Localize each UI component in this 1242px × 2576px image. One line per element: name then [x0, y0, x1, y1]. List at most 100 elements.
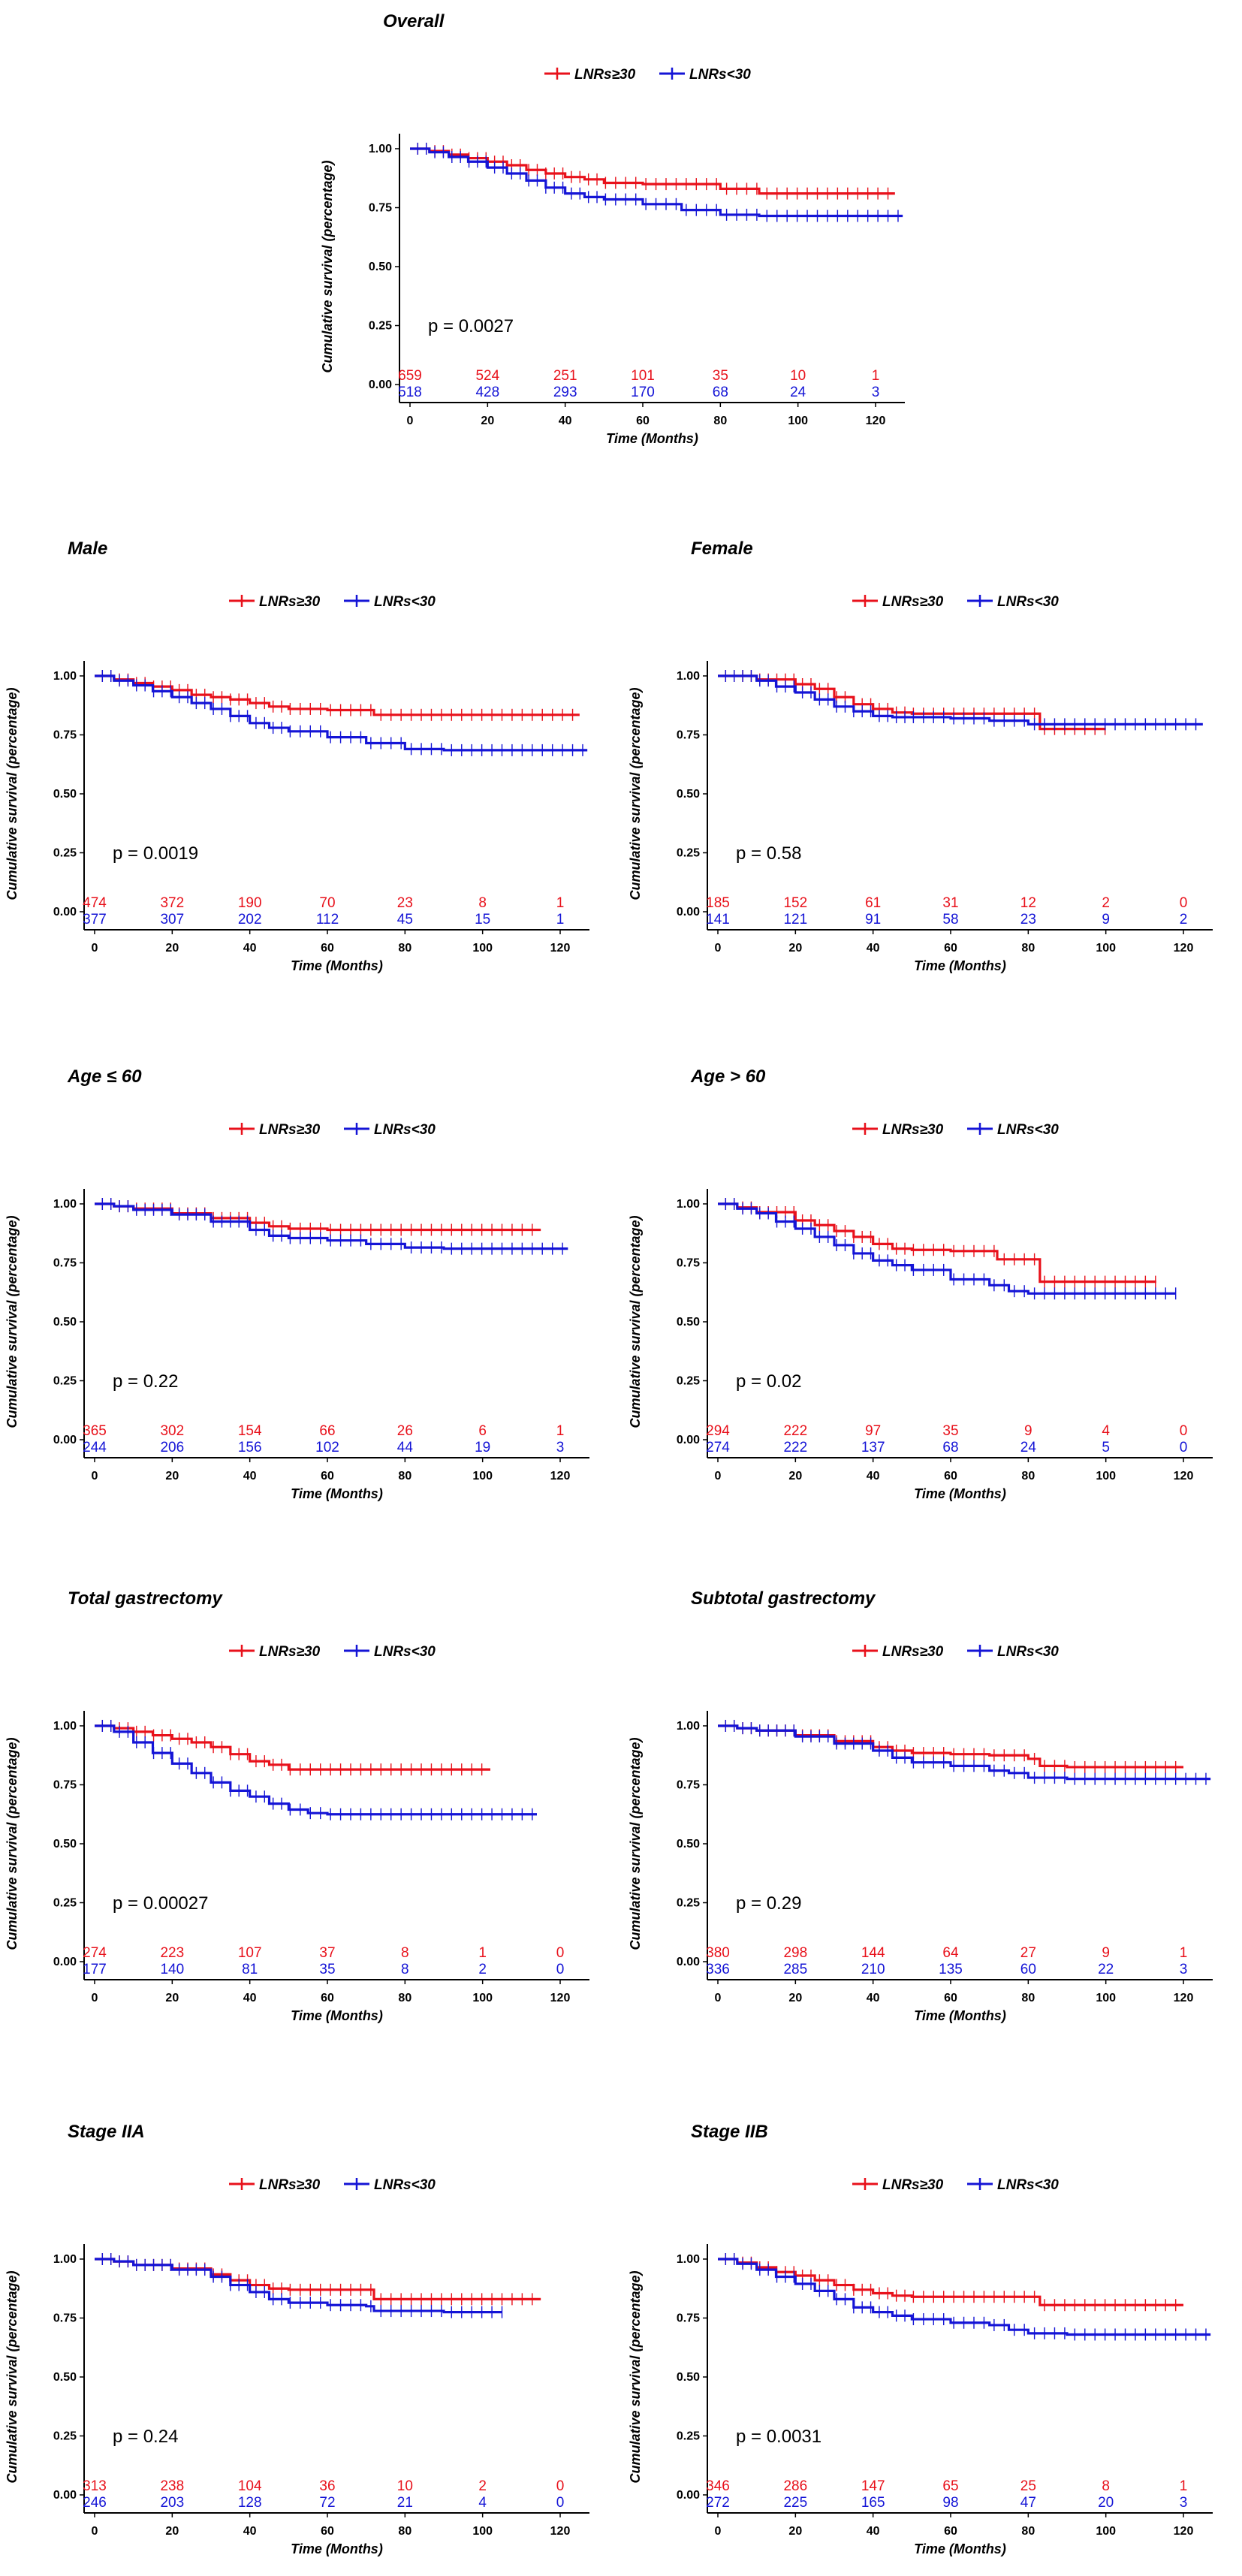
y-axis-label: Cumulative survival (percentage) — [5, 1737, 20, 1950]
x-tick-label: 100 — [472, 2525, 493, 2538]
y-tick-label: 0.00 — [53, 906, 77, 918]
survival-curve-high — [718, 1724, 1183, 1769]
y-tick-label: 1.00 — [53, 1198, 77, 1211]
x-tick-label: 80 — [398, 2525, 411, 2538]
at-risk-low: 3 — [1180, 1962, 1188, 1977]
survival-curve-low — [718, 674, 1203, 725]
at-risk-low: 206 — [160, 1440, 184, 1455]
at-risk-high: 251 — [553, 368, 577, 384]
chart-title: Total gastrectomy — [68, 1588, 223, 1609]
at-risk-low: 19 — [475, 1440, 490, 1455]
x-tick-label: 40 — [243, 1992, 257, 2004]
at-risk-high: 154 — [238, 1423, 262, 1439]
at-risk-high: 70 — [319, 895, 335, 911]
at-risk-low: 3 — [556, 1440, 565, 1455]
at-risk-low: 156 — [238, 1440, 262, 1455]
at-risk-high: 97 — [865, 1423, 881, 1439]
at-risk-low: 121 — [783, 912, 807, 928]
km-panel-stage-iia: Stage IIA LNRs≥30 LNRs<30 0.00 0.25 0.50 0.75 1… — [0, 2110, 589, 2576]
at-risk-low: 428 — [475, 385, 499, 400]
y-tick-label: 0.25 — [677, 2430, 700, 2443]
y-tick-label: 0.75 — [53, 729, 77, 742]
x-tick-label: 0 — [92, 2525, 98, 2538]
x-tick-label: 40 — [867, 1992, 880, 2004]
x-tick-label: 40 — [559, 415, 572, 427]
y-tick-label: 0.25 — [677, 1897, 700, 1910]
x-tick-label: 120 — [1174, 2525, 1194, 2538]
km-panel-overall: Overall LNRs≥30 LNRs<30 0.00 0.25 0.50 0.75 1.0… — [315, 0, 905, 466]
x-tick-label: 80 — [398, 1470, 411, 1483]
at-risk-high: 223 — [160, 1945, 184, 1961]
legend-label-low: LNRs<30 — [374, 1644, 436, 1660]
x-tick-label: 20 — [788, 942, 802, 955]
at-risk-low: 24 — [790, 385, 806, 400]
at-risk-high: 380 — [706, 1945, 730, 1961]
y-tick-label: 1.00 — [53, 1720, 77, 1733]
x-tick-label: 100 — [788, 415, 808, 427]
at-risk-low: 225 — [783, 2495, 807, 2511]
x-tick-label: 100 — [1096, 1992, 1116, 2004]
x-tick-label: 100 — [472, 1992, 493, 2004]
km-chart-age-le-60: Age ≤ 60 LNRs≥30 LNRs<30 0.00 0.25 0.50 0.75 1.… — [5, 1066, 589, 1501]
at-risk-high: 6 — [478, 1423, 487, 1439]
at-risk-low: 68 — [713, 385, 728, 400]
at-risk-low: 5 — [1102, 1440, 1110, 1455]
survival-curve-low — [95, 2258, 502, 2314]
at-risk-low: 112 — [316, 912, 339, 928]
chart-title: Age ≤ 60 — [67, 1066, 142, 1087]
x-tick-label: 0 — [715, 1470, 722, 1483]
km-chart-female: Female LNRs≥30 LNRs<30 0.00 0.25 0.50 0.75 1.00… — [628, 538, 1213, 973]
at-risk-low: 336 — [706, 1962, 730, 1977]
x-axis-label: Time (Months) — [291, 2541, 383, 2556]
y-tick-label: 0.00 — [677, 1434, 700, 1446]
at-risk-high: 36 — [319, 2478, 335, 2494]
survival-curve-high — [718, 2258, 1183, 2306]
at-risk-low: 9 — [1102, 912, 1110, 928]
y-tick-label: 0.50 — [677, 1316, 700, 1329]
at-risk-high: 238 — [160, 2478, 184, 2494]
at-risk-low: 210 — [861, 1962, 885, 1977]
x-tick-label: 20 — [165, 1470, 179, 1483]
x-axis-label: Time (Months) — [914, 1486, 1006, 1501]
legend-label-high: LNRs≥30 — [259, 2177, 321, 2193]
at-risk-high: 1 — [556, 895, 565, 911]
legend-label-low: LNRs<30 — [689, 67, 751, 83]
km-panel-stage-iib: Stage IIB LNRs≥30 LNRs<30 0.00 0.25 0.50 0.75 1… — [623, 2110, 1213, 2576]
legend-label-low: LNRs<30 — [997, 594, 1059, 610]
at-risk-low: 23 — [1020, 912, 1036, 928]
at-risk-low: 285 — [783, 1962, 807, 1977]
at-risk-low: 244 — [83, 1440, 107, 1455]
y-tick-label: 0.00 — [369, 379, 392, 391]
x-tick-label: 80 — [1021, 1470, 1035, 1483]
x-tick-label: 80 — [713, 415, 727, 427]
at-risk-low: 0 — [556, 1962, 565, 1977]
survival-curve-low — [718, 1202, 1176, 1295]
survival-curve-low — [718, 2258, 1211, 2336]
y-axis-label: Cumulative survival (percentage) — [5, 687, 20, 900]
km-chart-stage-iib: Stage IIB LNRs≥30 LNRs<30 0.00 0.25 0.50 0.75 1… — [628, 2122, 1213, 2556]
at-risk-low: 0 — [556, 2495, 565, 2511]
at-risk-high: 659 — [398, 368, 422, 384]
at-risk-low: 68 — [942, 1440, 958, 1455]
x-tick-label: 40 — [243, 1470, 257, 1483]
km-panel-age-gt-60: Age > 60 LNRs≥30 LNRs<30 0.00 0.25 0.50 0.75 1.… — [623, 1055, 1213, 1521]
at-risk-high: 185 — [706, 895, 730, 911]
chart-title: Subtotal gastrectomy — [691, 1588, 876, 1609]
at-risk-low: 377 — [83, 912, 107, 928]
at-risk-high: 27 — [1020, 1945, 1036, 1961]
legend-label-high: LNRs≥30 — [882, 594, 944, 610]
chart-title: Stage IIA — [68, 2122, 145, 2142]
y-tick-label: 0.25 — [53, 847, 77, 860]
survival-curve-high — [718, 1202, 1156, 1283]
x-tick-label: 100 — [1096, 2525, 1116, 2538]
x-tick-label: 60 — [944, 1470, 957, 1483]
legend-label-low: LNRs<30 — [997, 1644, 1059, 1660]
p-value: p = 0.0027 — [428, 316, 514, 336]
at-risk-high: 524 — [475, 368, 499, 384]
at-risk-low: 140 — [160, 1962, 184, 1977]
chart-title: Age > 60 — [690, 1066, 766, 1087]
survival-curve-low — [95, 1202, 568, 1250]
x-tick-label: 0 — [715, 1992, 722, 2004]
x-tick-label: 20 — [788, 2525, 802, 2538]
at-risk-high: 107 — [238, 1945, 262, 1961]
